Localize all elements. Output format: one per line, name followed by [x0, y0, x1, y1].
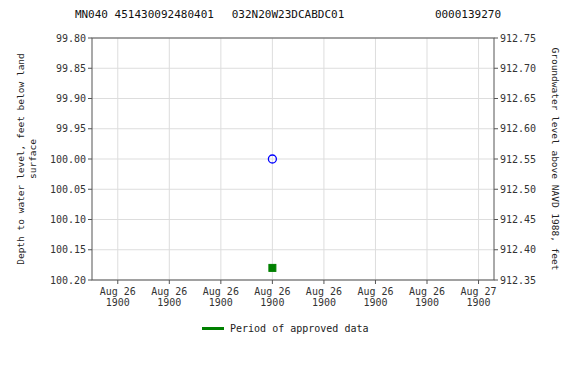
- tick-label: 100.05: [50, 184, 86, 195]
- tick-label: 912.75: [500, 33, 536, 44]
- point: [269, 264, 276, 271]
- grid-line: [220, 38, 221, 280]
- tick-mark: [478, 280, 479, 284]
- grid-line: [272, 38, 273, 280]
- tick-mark: [88, 98, 92, 99]
- tick-mark: [375, 280, 376, 284]
- tick-label: Aug 261900: [100, 286, 136, 308]
- tick-label: Aug 261900: [306, 286, 342, 308]
- tick-mark: [494, 249, 498, 250]
- tick-label: 912.65: [500, 93, 536, 104]
- tick-label: 99.90: [56, 93, 86, 104]
- tick-mark: [494, 159, 498, 160]
- tick-label: Aug 261900: [203, 286, 239, 308]
- tick-label: Aug 271900: [460, 286, 496, 308]
- grid-line: [92, 249, 494, 250]
- tick-mark: [494, 189, 498, 190]
- tick-label: 912.50: [500, 184, 536, 195]
- tick-label: 912.45: [500, 214, 536, 225]
- grid-line: [375, 38, 376, 280]
- tick-mark: [117, 280, 118, 284]
- grid-line: [427, 38, 428, 280]
- tick-label: 912.55: [500, 154, 536, 165]
- grid-line: [169, 38, 170, 280]
- tick-label: Aug 261900: [254, 286, 290, 308]
- tick-label: Aug 261900: [357, 286, 393, 308]
- tick-mark: [88, 159, 92, 160]
- tick-mark: [88, 219, 92, 220]
- grid-line: [92, 159, 494, 160]
- tick-label: 100.10: [50, 214, 86, 225]
- tick-mark: [494, 280, 498, 281]
- tick-mark: [88, 68, 92, 69]
- tick-mark: [88, 280, 92, 281]
- point: [268, 155, 276, 163]
- axis-label: Depth to water level, feet below landsur…: [15, 53, 38, 265]
- marks: [268, 155, 276, 271]
- grid-line: [92, 68, 494, 69]
- legend-label: Period of approved data: [230, 323, 368, 334]
- tick-mark: [494, 98, 498, 99]
- tick-label: Aug 261900: [151, 286, 187, 308]
- tick-label: 99.85: [56, 63, 86, 74]
- title: 0000139270: [435, 8, 501, 21]
- tick-mark: [494, 219, 498, 220]
- chart: 99.80 99.85 99.90 99.95 100.00 100.05 100.10 10…: [0, 0, 576, 384]
- grid-line: [92, 128, 494, 129]
- tick-mark: [88, 128, 92, 129]
- tick-label: 912.70: [500, 63, 536, 74]
- tick-mark: [88, 189, 92, 190]
- grid-line: [323, 38, 324, 280]
- grid-line: [92, 219, 494, 220]
- tick-label: Aug 261900: [409, 286, 445, 308]
- tick-mark: [88, 38, 92, 39]
- tick-label: 912.40: [500, 244, 536, 255]
- tick-mark: [427, 280, 428, 284]
- grid-line: [478, 38, 479, 280]
- title: 032N20W23DCABDC01: [232, 8, 345, 21]
- grid-line: [92, 189, 494, 190]
- tick-label: 99.95: [56, 123, 86, 134]
- tick-mark: [494, 68, 498, 69]
- grid-line: [92, 98, 494, 99]
- tick-mark: [494, 128, 498, 129]
- title: MN040 451430092480401: [75, 8, 214, 21]
- tick-mark: [272, 280, 273, 284]
- grid-line: [117, 38, 118, 280]
- tick-mark: [494, 38, 498, 39]
- tick-label: 100.15: [50, 244, 86, 255]
- tick-mark: [220, 280, 221, 284]
- legend-swatch: [202, 327, 224, 330]
- tick-mark: [169, 280, 170, 284]
- tick-label: 100.20: [50, 275, 86, 286]
- tick-label: 912.60: [500, 123, 536, 134]
- tick-mark: [88, 249, 92, 250]
- axis-label: Groundwater level above NAVD 1988, feet: [550, 47, 561, 270]
- plot-frame: [92, 38, 494, 280]
- tick-label: 99.80: [56, 33, 86, 44]
- tick-mark: [323, 280, 324, 284]
- tick-label: 912.35: [500, 275, 536, 286]
- plot-area: [92, 38, 494, 280]
- tick-label: 100.00: [50, 154, 86, 165]
